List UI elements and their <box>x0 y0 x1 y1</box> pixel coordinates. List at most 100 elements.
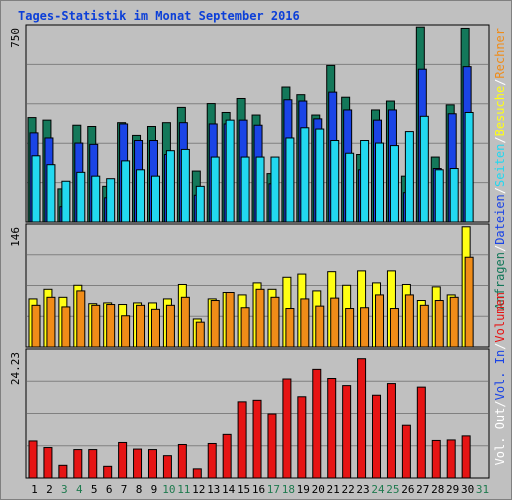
bar-seiten <box>91 175 101 223</box>
bar-rechner <box>180 296 190 348</box>
day-label: 19 <box>297 483 310 496</box>
bar-seiten <box>375 142 385 223</box>
bar-volumen <box>133 448 143 479</box>
bar-volumen <box>192 468 202 479</box>
bar-rechner <box>210 300 220 348</box>
legend-rechner: Rechner <box>493 28 507 79</box>
day-labels: 1 2 3 4 5 6 7 8 9 10 11 12 13 14 15 16 17 18 19 20 21 22 23 24 2… <box>31 483 489 496</box>
bar-volumen <box>118 441 128 479</box>
bar-seiten <box>195 185 205 223</box>
bar-rechner <box>61 306 71 348</box>
panel-besuche-ymax-label: 146 <box>9 227 22 247</box>
day-label: 16 <box>252 483 265 496</box>
day-label: 28 <box>431 483 444 496</box>
bar-volumen <box>267 413 277 479</box>
bar-rechner <box>404 294 414 348</box>
bar-volumen <box>357 358 367 479</box>
day-label: 4 <box>76 483 83 496</box>
bar-volumen <box>147 449 157 479</box>
bar-volumen <box>162 455 172 479</box>
bar-rechner <box>76 290 86 348</box>
legend-sep: / <box>493 136 507 143</box>
bar-volumen <box>252 399 262 479</box>
day-label: 11 <box>177 483 190 496</box>
day-label: 10 <box>162 483 175 496</box>
bar-seiten <box>46 164 56 223</box>
bar-seiten <box>61 180 71 223</box>
bar-volumen <box>177 443 187 479</box>
day-label: 5 <box>91 483 98 496</box>
legend-sep: / <box>493 79 507 86</box>
panel-volumen-ymax-label: 24.23 <box>9 352 22 385</box>
day-label: 23 <box>356 483 369 496</box>
legend-sep: / <box>493 400 507 407</box>
legend-volumen: Volumen <box>493 292 507 343</box>
bar-seiten <box>360 140 370 223</box>
day-label: 13 <box>207 483 220 496</box>
bar-rechner <box>434 300 444 348</box>
legend-in: Vol. In <box>493 350 507 401</box>
bar-seiten <box>434 169 444 223</box>
bar-volumen <box>386 383 396 479</box>
bar-volumen <box>312 368 322 479</box>
bar-seiten <box>389 145 399 223</box>
legend-sep: / <box>493 245 507 252</box>
bar-seiten <box>419 115 429 223</box>
bar-rechner <box>345 308 355 348</box>
bar-rechner <box>330 297 340 348</box>
bar-volumen <box>282 378 292 479</box>
day-label: 17 <box>267 483 280 496</box>
day-label: 25 <box>386 483 399 496</box>
bar-rechner <box>46 296 56 348</box>
bar-rechner <box>389 308 399 348</box>
day-label: 26 <box>401 483 414 496</box>
legend-sep: / <box>493 343 507 350</box>
panel-volumen: 24.23 <box>9 348 490 479</box>
bar-rechner <box>315 305 325 348</box>
day-label: 8 <box>136 483 143 496</box>
bar-rechner <box>150 308 160 348</box>
day-label: 14 <box>222 483 236 496</box>
bar-volumen <box>103 465 113 479</box>
bar-volumen <box>237 401 247 479</box>
bar-volumen <box>401 424 411 479</box>
bar-seiten <box>225 119 235 223</box>
bar-seiten <box>464 111 474 223</box>
bar-seiten <box>31 155 41 223</box>
bar-rechner <box>270 296 280 348</box>
bar-volumen <box>222 433 232 479</box>
day-label: 9 <box>151 483 158 496</box>
bar-rechner <box>31 304 41 348</box>
bar-rechner <box>225 292 235 348</box>
day-label: 7 <box>121 483 128 496</box>
bar-seiten <box>121 160 131 223</box>
day-label: 24 <box>371 483 385 496</box>
bar-volumen <box>28 440 38 479</box>
legend-bottom: Vol. Out/Vol. In/Volumen <box>493 292 507 465</box>
bar-seiten <box>165 150 175 223</box>
day-label: 29 <box>446 483 459 496</box>
legend-besuche: Besuche <box>493 86 507 137</box>
legend-dateien: Dateien <box>493 194 507 245</box>
bar-volumen <box>416 386 426 479</box>
legend-sep: / <box>493 187 507 194</box>
day-label: 27 <box>416 483 429 496</box>
day-label: 3 <box>61 483 68 496</box>
day-label: 30 <box>461 483 474 496</box>
bar-rechner <box>375 294 385 348</box>
bar-volumen <box>207 442 217 479</box>
bar-volumen <box>446 439 456 479</box>
bar-volumen <box>431 439 441 479</box>
bar-seiten <box>449 168 459 223</box>
panel-anfragen: 750 <box>9 24 490 223</box>
day-label: 18 <box>282 483 295 496</box>
bar-seiten <box>76 171 86 223</box>
bar-seiten <box>210 156 220 223</box>
day-label: 20 <box>312 483 325 496</box>
bar-volumen <box>58 464 68 479</box>
bar-seiten <box>345 152 355 223</box>
legend-seiten: Seiten <box>493 144 507 187</box>
bar-seiten <box>330 140 340 223</box>
bar-rechner <box>449 296 459 348</box>
bar-volumen <box>43 447 53 479</box>
